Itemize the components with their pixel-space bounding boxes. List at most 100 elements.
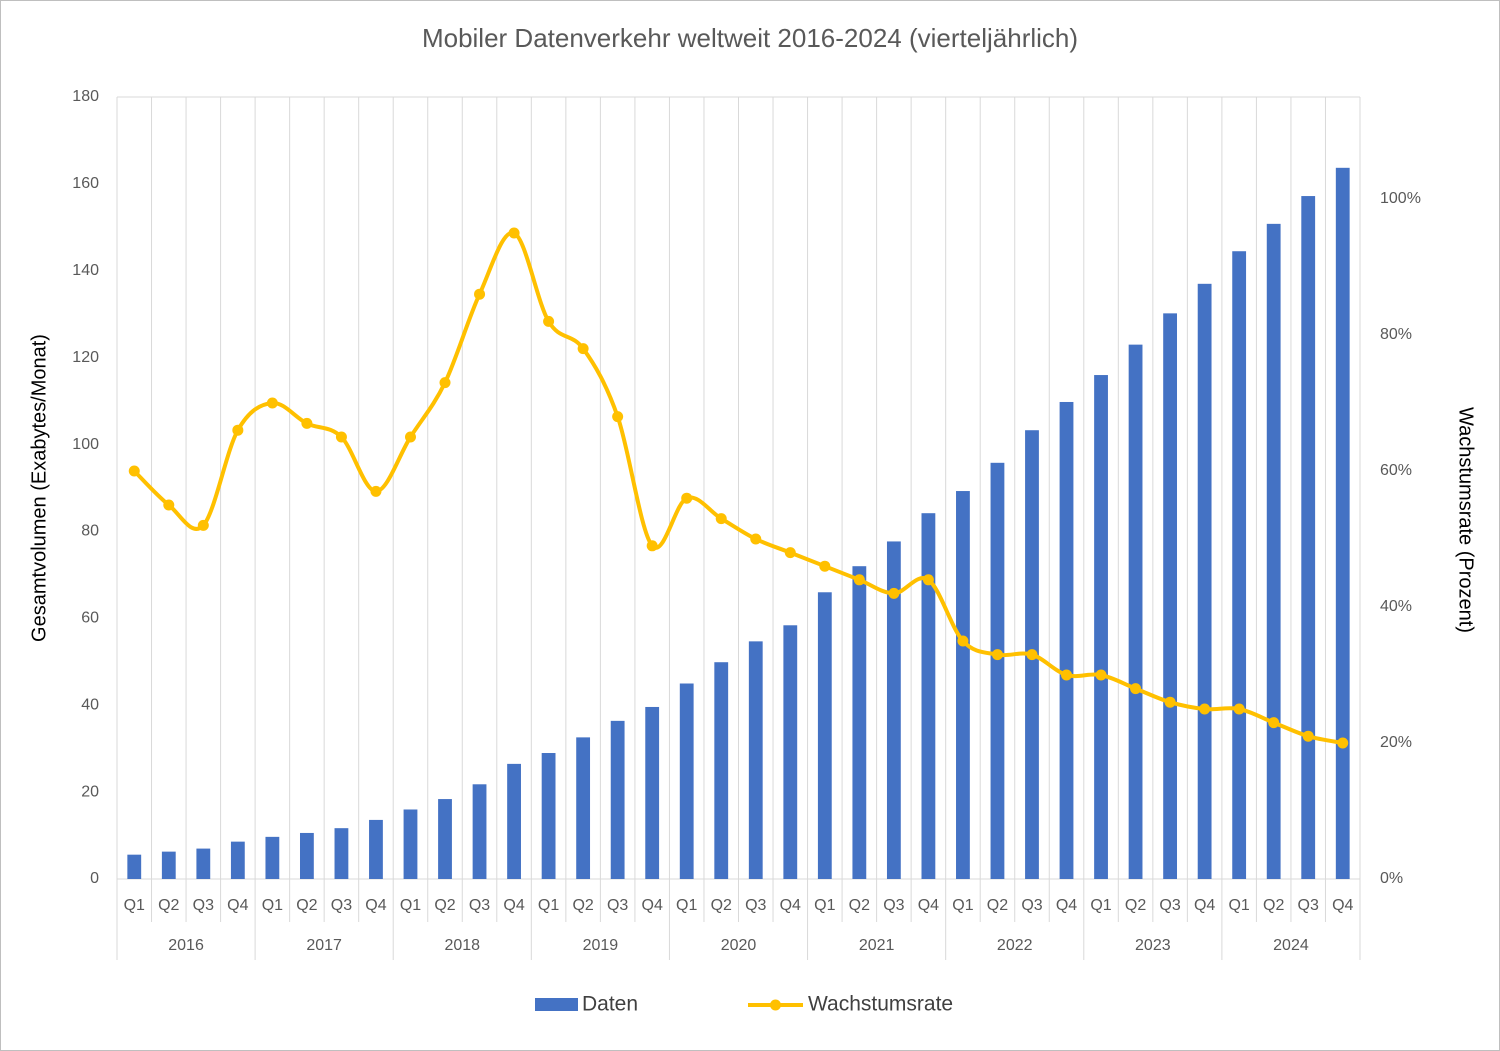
y2-tick-label: 60% (1380, 462, 1412, 479)
x-group-label: 2016 (168, 937, 204, 954)
line-marker (474, 288, 486, 300)
line-marker (888, 587, 900, 599)
y-tick-label: 140 (72, 262, 99, 279)
y2-tick-label: 20% (1380, 734, 1412, 751)
bar (196, 848, 211, 879)
x-tick-label: Q4 (1194, 897, 1215, 914)
x-tick-label: Q2 (434, 897, 455, 914)
x-tick-label: Q3 (745, 897, 766, 914)
y-tick-label: 20 (81, 783, 99, 800)
y-tick-label: 100 (72, 436, 99, 453)
line-marker (439, 377, 451, 389)
y2-tick-label: 0% (1380, 870, 1403, 887)
x-tick-label: Q2 (296, 897, 317, 914)
x-group-label: 2018 (444, 937, 480, 954)
x-tick-label: Q1 (952, 897, 973, 914)
x-tick-label: Q3 (1159, 897, 1180, 914)
x-tick-label: Q1 (262, 897, 283, 914)
bar (1163, 313, 1178, 879)
x-tick-label: Q2 (572, 897, 593, 914)
x-tick-label: Q1 (400, 897, 421, 914)
line-marker (301, 417, 313, 429)
bar (1128, 344, 1143, 880)
x-tick-label: Q2 (1125, 897, 1146, 914)
line-marker (819, 560, 831, 572)
bar (714, 662, 729, 879)
bar (610, 720, 625, 879)
bar (127, 854, 142, 879)
x-group-label: 2021 (859, 937, 895, 954)
y-tick-label: 40 (81, 696, 99, 713)
line-marker (1061, 669, 1073, 681)
y-tick-label: 0 (90, 870, 99, 887)
x-tick-label: Q3 (607, 897, 628, 914)
bar (921, 513, 936, 879)
bar (1197, 283, 1212, 879)
y-tick-label: 120 (72, 349, 99, 366)
bar (852, 566, 867, 879)
line-marker (232, 424, 244, 436)
y-axis-label: Gesamtvolumen (Exabytes/Monat) (28, 334, 50, 642)
line-marker (1302, 730, 1314, 742)
x-tick-label: Q3 (193, 897, 214, 914)
bar (576, 737, 591, 879)
bar (645, 706, 660, 879)
x-tick-label: Q3 (1021, 897, 1042, 914)
line-marker (1026, 649, 1038, 661)
line-marker (1130, 683, 1142, 695)
x-tick-label: Q1 (538, 897, 559, 914)
line-marker (612, 411, 624, 423)
line-marker (750, 533, 762, 545)
x-group-label: 2024 (1273, 937, 1309, 954)
x-group-label: 2017 (306, 937, 342, 954)
line-marker (646, 540, 658, 552)
line-marker (335, 431, 347, 443)
bar (1301, 196, 1316, 879)
line-marker (715, 513, 727, 525)
x-tick-label: Q4 (1332, 897, 1353, 914)
line-marker (1095, 669, 1107, 681)
bar (438, 799, 452, 879)
bar (1232, 251, 1247, 879)
x-tick-label: Q4 (918, 897, 939, 914)
x-tick-label: Q1 (814, 897, 835, 914)
bar (1059, 401, 1074, 879)
line-marker (543, 315, 555, 327)
line-marker (784, 547, 796, 559)
legend-label: Wachstumsrate (808, 993, 953, 1016)
x-tick-label: Q3 (331, 897, 352, 914)
line-marker (128, 465, 140, 477)
legend-swatch (535, 998, 578, 1011)
line-marker (163, 499, 175, 511)
x-tick-label: Q3 (1298, 897, 1319, 914)
x-tick-label: Q4 (780, 897, 801, 914)
line-marker (1233, 703, 1245, 715)
bar (1094, 375, 1108, 879)
y-tick-label: 80 (81, 523, 99, 540)
line-marker (197, 519, 209, 531)
line-marker (1337, 737, 1349, 749)
line-marker (266, 397, 278, 409)
x-tick-label: Q4 (503, 897, 524, 914)
x-tick-label: Q3 (469, 897, 490, 914)
bar (783, 625, 798, 879)
x-tick-label: Q1 (1090, 897, 1111, 914)
bar (679, 683, 694, 879)
line-marker (922, 574, 934, 586)
bar (369, 819, 383, 879)
x-tick-label: Q4 (227, 897, 248, 914)
bar (748, 641, 763, 879)
y2-tick-label: 100% (1380, 190, 1421, 207)
bar (230, 841, 245, 879)
bar (990, 462, 1005, 879)
bar (507, 763, 521, 879)
bar (541, 753, 556, 879)
y-tick-label: 60 (81, 610, 99, 627)
x-tick-label: Q2 (987, 897, 1008, 914)
x-tick-label: Q4 (642, 897, 663, 914)
bar (265, 836, 280, 879)
x-tick-label: Q1 (1228, 897, 1249, 914)
legend-label: Daten (582, 993, 638, 1016)
y2-tick-label: 80% (1380, 326, 1412, 343)
